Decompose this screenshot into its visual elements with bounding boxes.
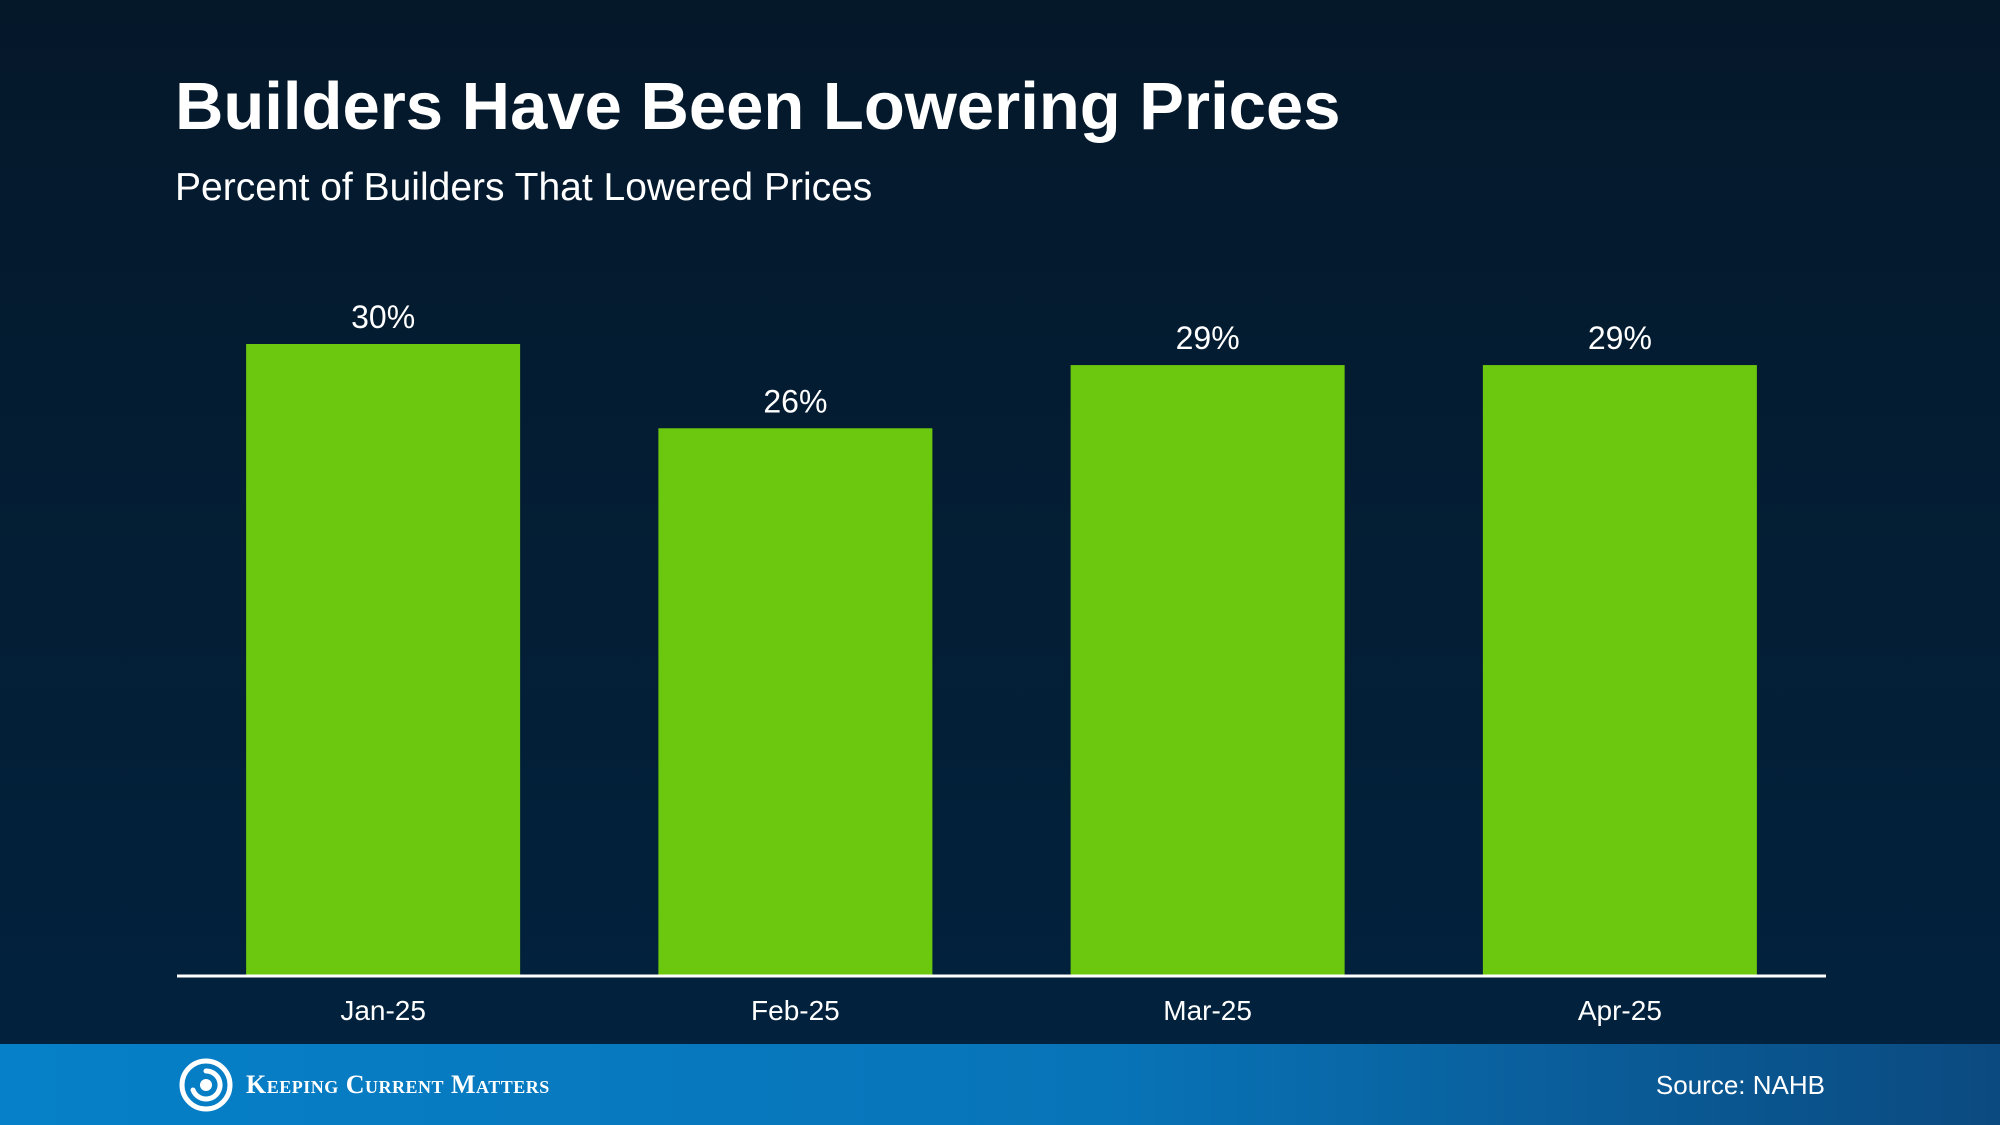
footer-bar: Keeping Current Matters Source: NAHB	[0, 1044, 2000, 1125]
data-label-jan-25: 30%	[351, 299, 415, 335]
data-label-feb-25: 26%	[763, 383, 827, 419]
chart-title: Builders Have Been Lowering Prices	[175, 69, 1341, 144]
chart-subtitle: Percent of Builders That Lowered Prices	[175, 166, 873, 209]
x-tick-label-apr-25: Apr-25	[1578, 995, 1662, 1026]
bar-apr-25	[1482, 365, 1757, 977]
source-label: Source: NAHB	[1655, 1070, 1825, 1100]
brand-name: Keeping Current Matters	[246, 1070, 550, 1099]
bar-chart: 30% Jan-25 26% Feb-25 29% Mar-25 29% Apr-25	[246, 299, 1757, 1026]
bar-jan-25	[246, 344, 521, 976]
spiral-logo-icon	[179, 1058, 233, 1112]
brand-logo[interactable]: Keeping Current Matters	[178, 1056, 550, 1114]
bar-mar-25	[1070, 365, 1345, 977]
data-label-apr-25: 29%	[1588, 320, 1652, 356]
x-tick-label-feb-25: Feb-25	[751, 995, 840, 1026]
bar-feb-25	[658, 428, 933, 976]
x-tick-label-jan-25: Jan-25	[340, 995, 426, 1026]
data-label-mar-25: 29%	[1176, 320, 1240, 356]
x-tick-label-mar-25: Mar-25	[1163, 995, 1252, 1026]
